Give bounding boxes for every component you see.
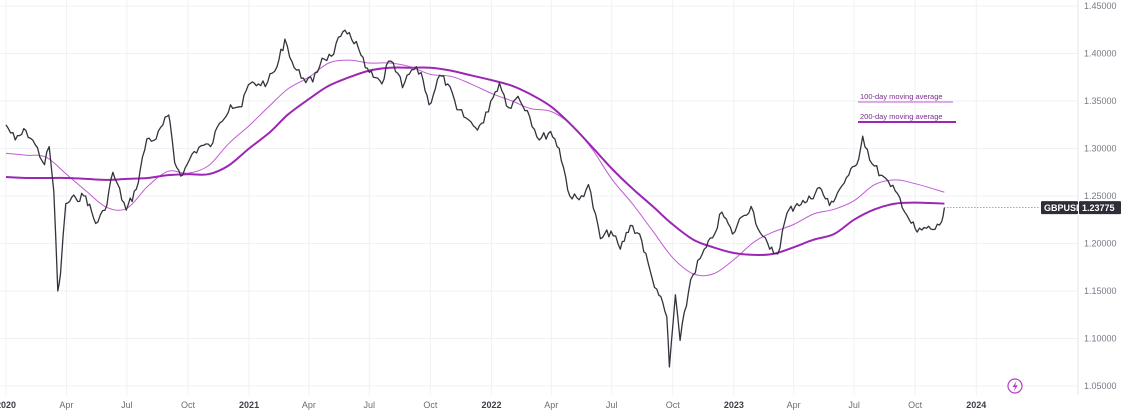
- ticker-label: GBPUSD: [1044, 203, 1083, 213]
- x-tick-label: Apr: [59, 400, 73, 410]
- y-tick-label: 1.35000: [1084, 96, 1117, 106]
- y-axis: 1.45000 1.40000 1.35000 1.30000 1.25000 1.200…: [1084, 1, 1117, 391]
- x-tick-label: Jul: [121, 400, 133, 410]
- x-tick-label: Oct: [181, 400, 196, 410]
- x-tick-label: Jul: [848, 400, 860, 410]
- x-tick-label: 2023: [724, 400, 744, 410]
- x-tick-label: Apr: [787, 400, 801, 410]
- y-tick-label: 1.25000: [1084, 191, 1117, 201]
- x-tick-label: 2021: [239, 400, 259, 410]
- x-tick-label: Jul: [364, 400, 376, 410]
- x-tick-label: 2024: [966, 400, 986, 410]
- series: [5, 29, 1040, 368]
- x-tick-label: Apr: [544, 400, 558, 410]
- y-tick-label: 1.45000: [1084, 1, 1117, 11]
- lightning-icon[interactable]: [1007, 378, 1023, 394]
- legend-label-ma200: 200-day moving average: [860, 112, 943, 121]
- y-tick-label: 1.40000: [1084, 49, 1117, 59]
- y-tick-label: 1.05000: [1084, 381, 1117, 391]
- series-line-gbpusd: [5, 29, 946, 368]
- price-value-badge: [1079, 201, 1121, 215]
- x-tick-label: Oct: [908, 400, 923, 410]
- series-line-ma200: [5, 66, 945, 257]
- x-tick-label: 2020: [0, 400, 16, 410]
- y-tick-label: 1.10000: [1084, 334, 1117, 344]
- x-axis: 2020 Apr Jul Oct 2021 Apr Jul Oct 2022 Apr Jul Oct 2…: [0, 400, 986, 410]
- x-tick-label: Jul: [606, 400, 618, 410]
- series-line-ma100: [5, 59, 945, 277]
- legend: 100-day moving average 200-day moving av…: [858, 92, 956, 123]
- x-tick-label: Oct: [423, 400, 438, 410]
- y-tick-label: 1.15000: [1084, 286, 1117, 296]
- x-tick-label: Oct: [666, 400, 681, 410]
- x-tick-label: 2022: [481, 400, 501, 410]
- legend-label-ma100: 100-day moving average: [860, 92, 943, 101]
- last-price-badge: GBPUSD 1.23775: [1041, 201, 1121, 215]
- price-value-label: 1.23775: [1082, 203, 1115, 213]
- y-tick-label: 1.30000: [1084, 144, 1117, 154]
- x-tick-label: Apr: [302, 400, 316, 410]
- grid: [0, 0, 1078, 395]
- y-tick-label: 1.20000: [1084, 239, 1117, 249]
- ticker-badge: [1041, 201, 1078, 215]
